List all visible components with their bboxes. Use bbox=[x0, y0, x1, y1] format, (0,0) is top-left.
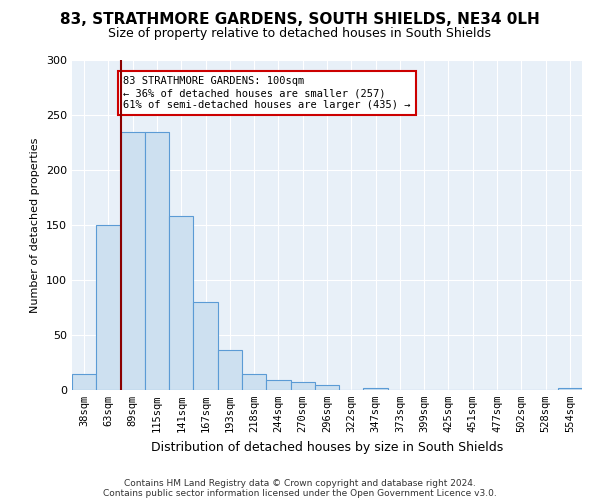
Bar bbox=[169, 216, 193, 390]
Bar bbox=[218, 350, 242, 390]
Y-axis label: Number of detached properties: Number of detached properties bbox=[31, 138, 40, 312]
Bar bbox=[121, 132, 145, 390]
X-axis label: Distribution of detached houses by size in South Shields: Distribution of detached houses by size … bbox=[151, 440, 503, 454]
Text: 83 STRATHMORE GARDENS: 100sqm
← 36% of detached houses are smaller (257)
61% of : 83 STRATHMORE GARDENS: 100sqm ← 36% of d… bbox=[123, 76, 410, 110]
Bar bbox=[72, 374, 96, 390]
Bar bbox=[290, 382, 315, 390]
Bar bbox=[242, 374, 266, 390]
Bar bbox=[315, 384, 339, 390]
Text: Contains public sector information licensed under the Open Government Licence v3: Contains public sector information licen… bbox=[103, 488, 497, 498]
Bar bbox=[364, 388, 388, 390]
Text: Contains HM Land Registry data © Crown copyright and database right 2024.: Contains HM Land Registry data © Crown c… bbox=[124, 478, 476, 488]
Bar bbox=[266, 380, 290, 390]
Bar bbox=[193, 302, 218, 390]
Text: 83, STRATHMORE GARDENS, SOUTH SHIELDS, NE34 0LH: 83, STRATHMORE GARDENS, SOUTH SHIELDS, N… bbox=[60, 12, 540, 28]
Bar bbox=[145, 132, 169, 390]
Bar bbox=[96, 225, 121, 390]
Text: Size of property relative to detached houses in South Shields: Size of property relative to detached ho… bbox=[109, 28, 491, 40]
Bar bbox=[558, 388, 582, 390]
